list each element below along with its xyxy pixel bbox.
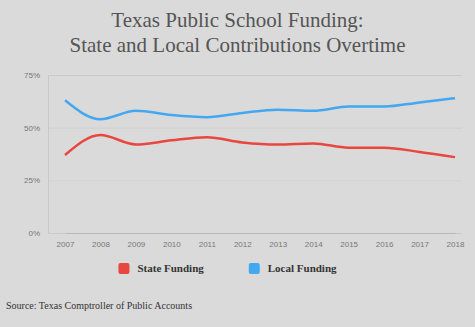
grid-line (48, 233, 462, 234)
x-tick: 2009 (128, 233, 146, 249)
x-tick: 2010 (163, 233, 181, 249)
x-tick-label: 2010 (163, 240, 181, 249)
grid-line (48, 75, 462, 76)
y-tick: 25% (24, 176, 462, 185)
x-axis: 2007 2008 2009 2010 2011 2012 2013 2014 2015 2016… (57, 233, 465, 249)
x-tick-label: 2007 (57, 240, 75, 249)
legend-item: Local Funding (249, 262, 337, 274)
x-tick: 2016 (376, 233, 394, 249)
x-tick: 2017 (411, 233, 429, 249)
y-tick-label: 0% (28, 229, 40, 238)
x-tick-label: 2009 (128, 240, 146, 249)
y-tick: 75% (24, 71, 462, 80)
legend-label: State Funding (137, 262, 204, 274)
grid-line (48, 180, 462, 181)
y-tick-label: 50% (24, 124, 40, 133)
x-tick: 2015 (340, 233, 358, 249)
x-tick: 2018 (447, 233, 465, 249)
legend-label: Local Funding (268, 262, 337, 274)
y-tick: 50% (24, 124, 462, 133)
x-axis-line (66, 233, 456, 234)
title: Texas Public School Funding: (111, 8, 363, 32)
grid-line (48, 128, 462, 129)
series-line (65, 98, 455, 119)
y-tick: 0% (28, 229, 462, 238)
x-tick: 2007 (57, 233, 75, 249)
x-tick: 2012 (234, 233, 252, 249)
chart: Texas Public School Funding:State and Lo… (0, 0, 475, 327)
x-tick-label: 2016 (376, 240, 394, 249)
x-tick-label: 2011 (199, 240, 217, 249)
x-tick-label: 2013 (269, 240, 287, 249)
x-tick-label: 2015 (340, 240, 358, 249)
y-tick-label: 75% (24, 71, 40, 80)
lines (65, 98, 455, 157)
title-group: Texas Public School Funding:State and Lo… (70, 8, 406, 57)
x-tick: 2014 (305, 233, 323, 249)
legend-item: State Funding (118, 262, 204, 274)
legend-swatch (249, 263, 260, 274)
x-tick-label: 2017 (411, 240, 429, 249)
y-axis: 0% 25% 50% 75% (24, 71, 462, 238)
x-tick-label: 2012 (234, 240, 252, 249)
source: Source: Texas Comptroller of Public Acco… (6, 300, 192, 311)
series-line (65, 135, 455, 157)
x-tick: 2011 (199, 233, 217, 249)
x-tick-label: 2018 (447, 240, 465, 249)
y-axis-line (49, 76, 463, 234)
title: State and Local Contributions Overtime (70, 33, 406, 57)
x-tick-label: 2008 (92, 240, 110, 249)
x-tick-label: 2014 (305, 240, 323, 249)
legend: State Funding Local Funding (118, 262, 337, 274)
legend-swatch (118, 263, 129, 274)
y-tick-label: 25% (24, 176, 40, 185)
x-tick: 2008 (92, 233, 110, 249)
x-tick: 2013 (269, 233, 287, 249)
